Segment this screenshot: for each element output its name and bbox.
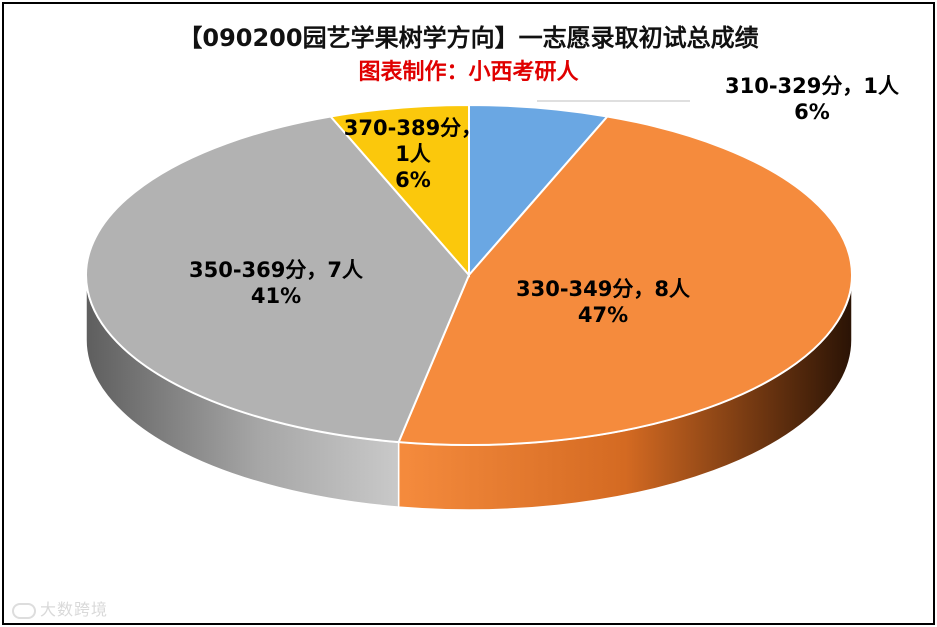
slice-330-349 [397, 115, 853, 446]
data-label-370-389: 370-389分， 1人 6% [344, 116, 482, 192]
chart-title: 【090200园艺学果树学方向】一志愿录取初试总成绩 [178, 24, 759, 52]
chart-subtitle: 图表制作：小西考研人 [358, 60, 579, 85]
watermark: 大数跨境 [12, 596, 108, 620]
slice-370-389 [328, 103, 470, 278]
watermark-text: 大数跨境 [40, 600, 109, 619]
data-label-310-329: 310-329分，1人 6% [725, 74, 899, 124]
data-label-350-369: 350-369分，7人 41% [189, 258, 363, 308]
slice-310-329 [468, 103, 610, 278]
weibo-icon [12, 602, 36, 619]
pie-slices [85, 103, 853, 446]
data-labels: 310-329分，1人 6% 330-349分，8人 47% 350-369分，7人 41… [189, 74, 899, 327]
data-label-330-349: 330-349分，8人 47% [516, 277, 690, 327]
slice-350-369 [85, 115, 471, 444]
